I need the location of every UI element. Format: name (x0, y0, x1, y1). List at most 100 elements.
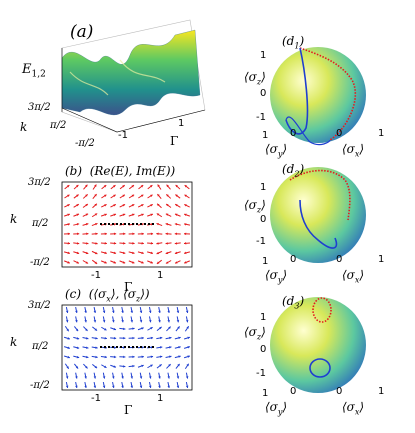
vector-arrowhead (139, 310, 143, 313)
vector-arrowhead (122, 194, 125, 197)
vector-arrowhead (76, 194, 79, 197)
sphere-d1-tick-x: 0 (336, 128, 343, 139)
vector-arrowhead (113, 261, 116, 264)
vector-arrowhead (93, 319, 97, 323)
vector-arrowhead (141, 327, 144, 330)
sphere-d3-tick-y: 0 (290, 386, 297, 397)
vector-arrowhead (167, 310, 170, 313)
vector-arrowhead (95, 336, 98, 340)
panel-a-tick-k-0: 3π/2 (28, 102, 51, 113)
vector-arrowhead (86, 337, 89, 340)
sphere-d2-xlabel: ⟨σx⟩ (342, 268, 365, 285)
vector-arrowhead (113, 213, 116, 217)
vector-arrowhead (113, 232, 117, 236)
sphere-d2-tick-y1: 1 (262, 256, 269, 267)
vector-arrowhead (67, 223, 70, 226)
vector-arrowhead (75, 310, 78, 313)
vector-arrowhead (113, 242, 117, 245)
vector-arrowhead (86, 346, 89, 349)
vector-arrowhead (159, 336, 163, 340)
vector-arrowhead (85, 328, 88, 331)
panel-c-xlabel: Γ (124, 403, 133, 417)
vector-arrowhead (159, 326, 162, 330)
vector-arrowhead (104, 232, 107, 236)
vector-arrowhead (169, 355, 172, 358)
vector-arrowhead (94, 203, 97, 207)
vector-arrowhead (186, 326, 189, 329)
vector-arrowhead (185, 385, 189, 388)
vector-arrowhead (131, 194, 135, 197)
vector-arrowhead (184, 261, 187, 264)
vector-arrowhead (148, 385, 152, 388)
vector-arrowhead (174, 242, 178, 245)
vector-arrowhead (84, 376, 87, 379)
sphere-d3-tick-z1: 0 (260, 344, 267, 355)
vector-arrowhead (67, 194, 70, 197)
vector-arrowhead (141, 346, 144, 349)
vector-arrowhead (150, 194, 153, 197)
vector-arrowhead (67, 261, 70, 264)
vector-arrowhead (169, 346, 172, 349)
vector-arrowhead (184, 194, 187, 197)
vector-arrowhead (158, 319, 161, 323)
vector-arrowhead (95, 355, 98, 359)
panel-a-tick-k-1: π/2 (50, 120, 67, 131)
vector-arrowhead (76, 242, 80, 245)
sphere-d2-tick-z1: 0 (260, 214, 267, 225)
vector-arrowhead (76, 204, 79, 207)
vector-arrowhead (132, 364, 135, 368)
vector-arrowhead (67, 251, 70, 255)
vector-arrowhead (122, 185, 125, 188)
panel-b-tick-g-0: -1 (91, 270, 101, 281)
vector-arrowhead (141, 336, 144, 340)
vector-arrowhead (121, 376, 124, 379)
vector-arrowhead (104, 213, 107, 217)
vector-arrowhead (85, 223, 89, 226)
vector-arrowhead (159, 355, 163, 359)
vector-arrowhead (76, 223, 80, 226)
vector-arrowhead (157, 184, 160, 188)
vector-arrowhead (123, 365, 126, 368)
panel-a-zlabel: E1,2 (22, 62, 46, 80)
vector-arrowhead (176, 310, 180, 313)
panel-b-tick-g-1: 1 (157, 270, 164, 281)
vector-arrowhead (75, 366, 79, 369)
vector-arrowhead (112, 319, 115, 323)
vector-arrowhead (187, 355, 190, 358)
vector-arrowhead (159, 364, 162, 367)
panel-a-ylabel: k (20, 120, 28, 134)
panel-b-plot-frame (61, 181, 193, 268)
vector-arrowhead (165, 223, 169, 226)
vector-arrowhead (103, 185, 107, 188)
vector-arrowhead (174, 223, 178, 226)
vector-arrowhead (150, 204, 153, 207)
panel-a-tick-g-1: 1 (178, 118, 185, 129)
vector-arrowhead (76, 213, 80, 216)
vector-arrowhead (93, 310, 97, 313)
vector-arrowhead (175, 204, 178, 207)
vector-arrowhead (165, 213, 169, 216)
panel-b-ylabel: k (10, 212, 18, 226)
sphere-d1-tick-y1: 1 (262, 130, 269, 141)
sphere-d1-tick-z0: 1 (260, 50, 267, 61)
panel-c-tick-g-0: -1 (91, 393, 101, 404)
vector-arrowhead (169, 336, 172, 340)
vector-arrowhead (178, 336, 181, 340)
vector-arrowhead (66, 328, 69, 332)
vector-arrowhead (139, 385, 143, 388)
sphere-d2-tick-z0: 1 (260, 182, 267, 193)
sphere-d1-xlabel: ⟨σx⟩ (342, 142, 365, 159)
vector-arrowhead (131, 185, 134, 188)
vector-arrowhead (156, 251, 160, 255)
vector-arrowhead (94, 251, 98, 255)
vector-arrowhead (104, 242, 107, 245)
vector-arrowhead (94, 261, 98, 264)
vector-arrowhead (130, 385, 134, 388)
vector-arrowhead (123, 242, 126, 245)
panel-c-vector-field (63, 306, 191, 389)
vector-arrowhead (150, 355, 154, 359)
vector-arrowhead (167, 319, 170, 323)
vector-arrowhead (104, 261, 107, 264)
vector-arrowhead (113, 251, 117, 255)
vector-arrowhead (84, 310, 87, 313)
